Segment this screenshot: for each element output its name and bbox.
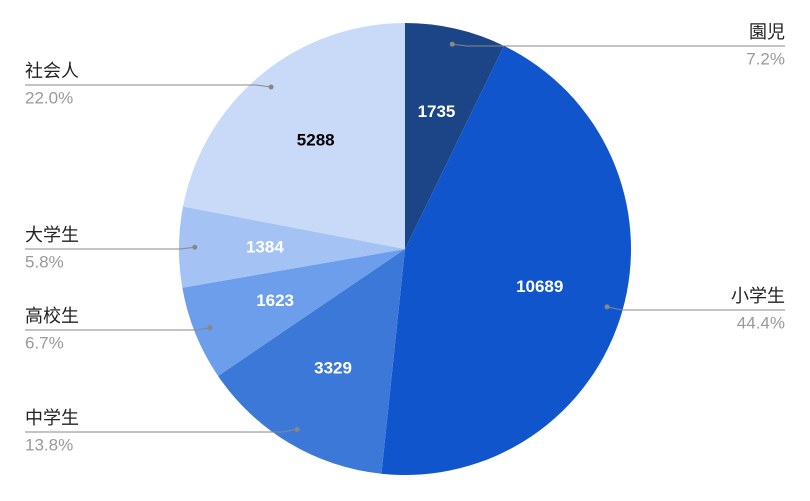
category-label: 中学生 bbox=[25, 408, 79, 428]
percent-label: 44.4% bbox=[737, 313, 785, 332]
value-label: 3329 bbox=[314, 359, 352, 378]
category-label: 高校生 bbox=[25, 306, 79, 326]
value-label: 1384 bbox=[246, 237, 284, 256]
leader-line bbox=[606, 306, 785, 311]
leader-dot bbox=[207, 325, 213, 331]
percent-label: 6.7% bbox=[25, 333, 64, 352]
leader-line bbox=[25, 84, 272, 88]
category-label: 園児 bbox=[749, 22, 785, 42]
pie-slice bbox=[218, 249, 405, 474]
value-label: 1623 bbox=[256, 291, 294, 310]
percent-label: 13.8% bbox=[25, 435, 73, 454]
pie-slice bbox=[178, 206, 405, 288]
value-label: 1735 bbox=[418, 102, 456, 121]
leader-line bbox=[25, 428, 298, 433]
leader-dot bbox=[192, 244, 198, 250]
percent-label: 7.2% bbox=[746, 49, 785, 68]
leader-dot bbox=[268, 84, 274, 90]
value-label: 10689 bbox=[516, 277, 563, 296]
leader-line bbox=[25, 246, 195, 250]
value-label: 5288 bbox=[297, 130, 335, 149]
leader-dot bbox=[294, 426, 300, 432]
percent-label: 22.0% bbox=[25, 88, 73, 107]
category-label: 大学生 bbox=[25, 225, 79, 245]
pie-slice bbox=[405, 23, 504, 249]
leader-line bbox=[25, 327, 211, 331]
category-label: 社会人 bbox=[25, 61, 79, 81]
pie-slice bbox=[183, 23, 405, 249]
category-label: 小学生 bbox=[731, 286, 785, 306]
leader-line bbox=[452, 43, 785, 47]
pie-slice bbox=[381, 45, 632, 475]
pie-slice bbox=[182, 249, 405, 376]
leader-dot bbox=[604, 304, 610, 310]
percent-label: 5.8% bbox=[25, 252, 64, 271]
leader-dot bbox=[449, 41, 455, 47]
